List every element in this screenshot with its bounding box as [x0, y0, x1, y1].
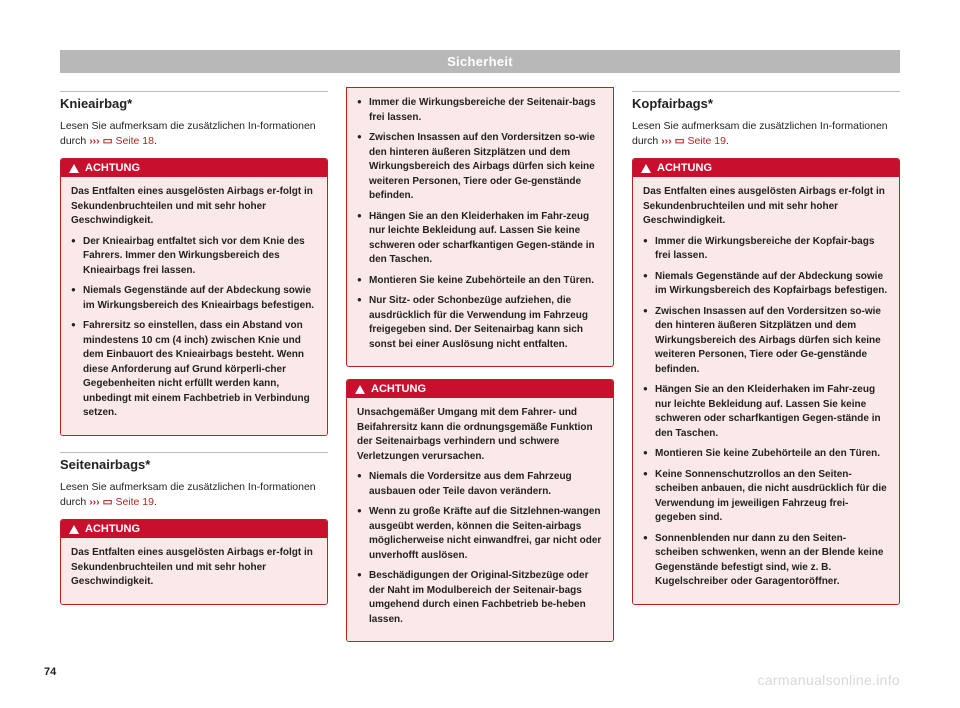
- achtung-header: ACHTUNG: [633, 159, 899, 177]
- achtung-header: ACHTUNG: [61, 520, 327, 538]
- book-icon: ▭: [103, 496, 116, 508]
- section-knieairbag-title: Knieairbag*: [60, 91, 328, 111]
- achtung-para: Das Entfalten eines ausgelösten Airbags …: [71, 185, 317, 229]
- achtung-label: ACHTUNG: [85, 162, 140, 174]
- list-item: Hängen Sie an den Kleiderhaken im Fahr-z…: [357, 210, 603, 268]
- achtung-label: ACHTUNG: [85, 523, 140, 535]
- list-item: Immer die Wirkungsbereiche der Kopfair-b…: [643, 235, 889, 264]
- reference-arrow: ›››: [89, 135, 102, 147]
- warning-icon: [355, 385, 365, 394]
- kopfairbags-intro: Lesen Sie aufmerksam die zusätzlichen In…: [632, 119, 900, 148]
- list-item: Niemals Gegenstände auf der Abdeckung so…: [643, 270, 889, 299]
- achtung-para: Unsachgemäßer Umgang mit dem Fahrer- und…: [357, 406, 603, 464]
- content-columns: Knieairbag* Lesen Sie aufmerksam die zus…: [60, 87, 900, 654]
- seitenairbags-intro: Lesen Sie aufmerksam die zusätzlichen In…: [60, 480, 328, 509]
- warning-icon: [69, 525, 79, 534]
- achtung-para: Das Entfalten eines ausgelösten Airbags …: [643, 185, 889, 229]
- list-item: Niemals die Vordersitze aus dem Fahrzeug…: [357, 470, 603, 499]
- list-item: Zwischen Insassen auf den Vordersitzen s…: [643, 305, 889, 378]
- achtung-box-seitenairbags: ACHTUNG Das Entfalten eines ausgelösten …: [60, 519, 328, 605]
- page-reference: Seite 19: [115, 496, 154, 508]
- achtung-box-sitz: ACHTUNG Unsachgemäßer Umgang mit dem Fah…: [346, 379, 614, 642]
- achtung-list: Niemals die Vordersitze aus dem Fahrzeug…: [357, 470, 603, 627]
- column-2: Immer die Wirkungsbereiche der Seitenair…: [346, 87, 614, 654]
- list-item: Niemals Gegenstände auf der Abdeckung so…: [71, 284, 317, 313]
- reference-arrow: ›››: [661, 135, 674, 147]
- list-item: Zwischen Insassen auf den Vordersitzen s…: [357, 131, 603, 204]
- continuation-list: Immer die Wirkungsbereiche der Seitenair…: [357, 96, 603, 352]
- achtung-box-knieairbag: ACHTUNG Das Entfalten eines ausgelösten …: [60, 158, 328, 436]
- achtung-list: Der Knieairbag entfaltet sich vor dem Kn…: [71, 235, 317, 421]
- list-item: Beschädigungen der Original-Sitzbezüge o…: [357, 569, 603, 627]
- list-item: Immer die Wirkungsbereiche der Seitenair…: [357, 96, 603, 125]
- page-number: 74: [44, 666, 56, 678]
- achtung-body: Das Entfalten eines ausgelösten Airbags …: [61, 177, 327, 435]
- list-item: Nur Sitz- oder Schonbezüge aufziehen, di…: [357, 294, 603, 352]
- watermark: carmanualsonline.info: [758, 672, 901, 688]
- list-item: Montieren Sie keine Zubehörteile an den …: [357, 274, 603, 289]
- page-header: Sicherheit: [60, 50, 900, 73]
- achtung-body: Das Entfalten eines ausgelösten Airbags …: [61, 538, 327, 604]
- book-icon: ▭: [103, 135, 116, 147]
- knieairbag-intro: Lesen Sie aufmerksam die zusätzlichen In…: [60, 119, 328, 148]
- achtung-body: Unsachgemäßer Umgang mit dem Fahrer- und…: [347, 398, 613, 641]
- achtung-body: Das Entfalten eines ausgelösten Airbags …: [633, 177, 899, 604]
- achtung-label: ACHTUNG: [657, 162, 712, 174]
- manual-page: Sicherheit Knieairbag* Lesen Sie aufmerk…: [0, 0, 960, 708]
- section-seitenairbags-title: Seitenairbags*: [60, 452, 328, 472]
- list-item: Montieren Sie keine Zubehörteile an den …: [643, 447, 889, 462]
- achtung-list: Immer die Wirkungsbereiche der Kopfair-b…: [643, 235, 889, 590]
- warning-icon: [69, 164, 79, 173]
- reference-arrow: ›››: [89, 496, 102, 508]
- page-reference: Seite 18: [115, 135, 154, 147]
- warning-icon: [641, 164, 651, 173]
- list-item: Sonnenblenden nur dann zu den Seiten-sch…: [643, 532, 889, 590]
- achtung-header: ACHTUNG: [347, 380, 613, 398]
- achtung-para: Das Entfalten eines ausgelösten Airbags …: [71, 546, 317, 590]
- list-item: Keine Sonnenschutzrollos an den Seiten-s…: [643, 468, 889, 526]
- section-kopfairbags-title: Kopfairbags*: [632, 91, 900, 111]
- page-reference: Seite 19: [687, 135, 726, 147]
- column-3: Kopfairbags* Lesen Sie aufmerksam die zu…: [632, 87, 900, 654]
- achtung-continuation-box: Immer die Wirkungsbereiche der Seitenair…: [346, 87, 614, 367]
- list-item: Der Knieairbag entfaltet sich vor dem Kn…: [71, 235, 317, 279]
- list-item: Hängen Sie an den Kleiderhaken im Fahr-z…: [643, 383, 889, 441]
- achtung-box-kopfairbags: ACHTUNG Das Entfalten eines ausgelösten …: [632, 158, 900, 605]
- list-item: Fahrersitz so einstellen, dass ein Absta…: [71, 319, 317, 421]
- column-1: Knieairbag* Lesen Sie aufmerksam die zus…: [60, 87, 328, 654]
- book-icon: ▭: [675, 135, 688, 147]
- achtung-label: ACHTUNG: [371, 383, 426, 395]
- list-item: Wenn zu große Kräfte auf die Sitzlehnen-…: [357, 505, 603, 563]
- achtung-header: ACHTUNG: [61, 159, 327, 177]
